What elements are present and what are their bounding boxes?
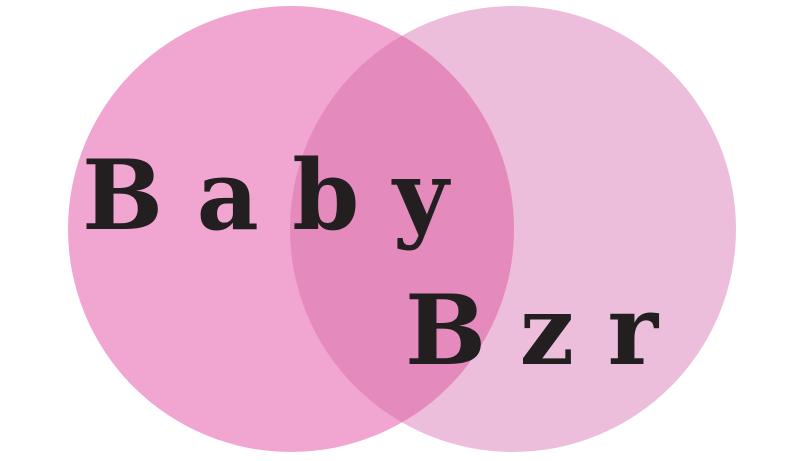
logo-line-bzr: B z r bbox=[405, 274, 660, 387]
overlap-lens bbox=[290, 6, 514, 452]
logo-line-baby: B a b y bbox=[82, 139, 452, 252]
